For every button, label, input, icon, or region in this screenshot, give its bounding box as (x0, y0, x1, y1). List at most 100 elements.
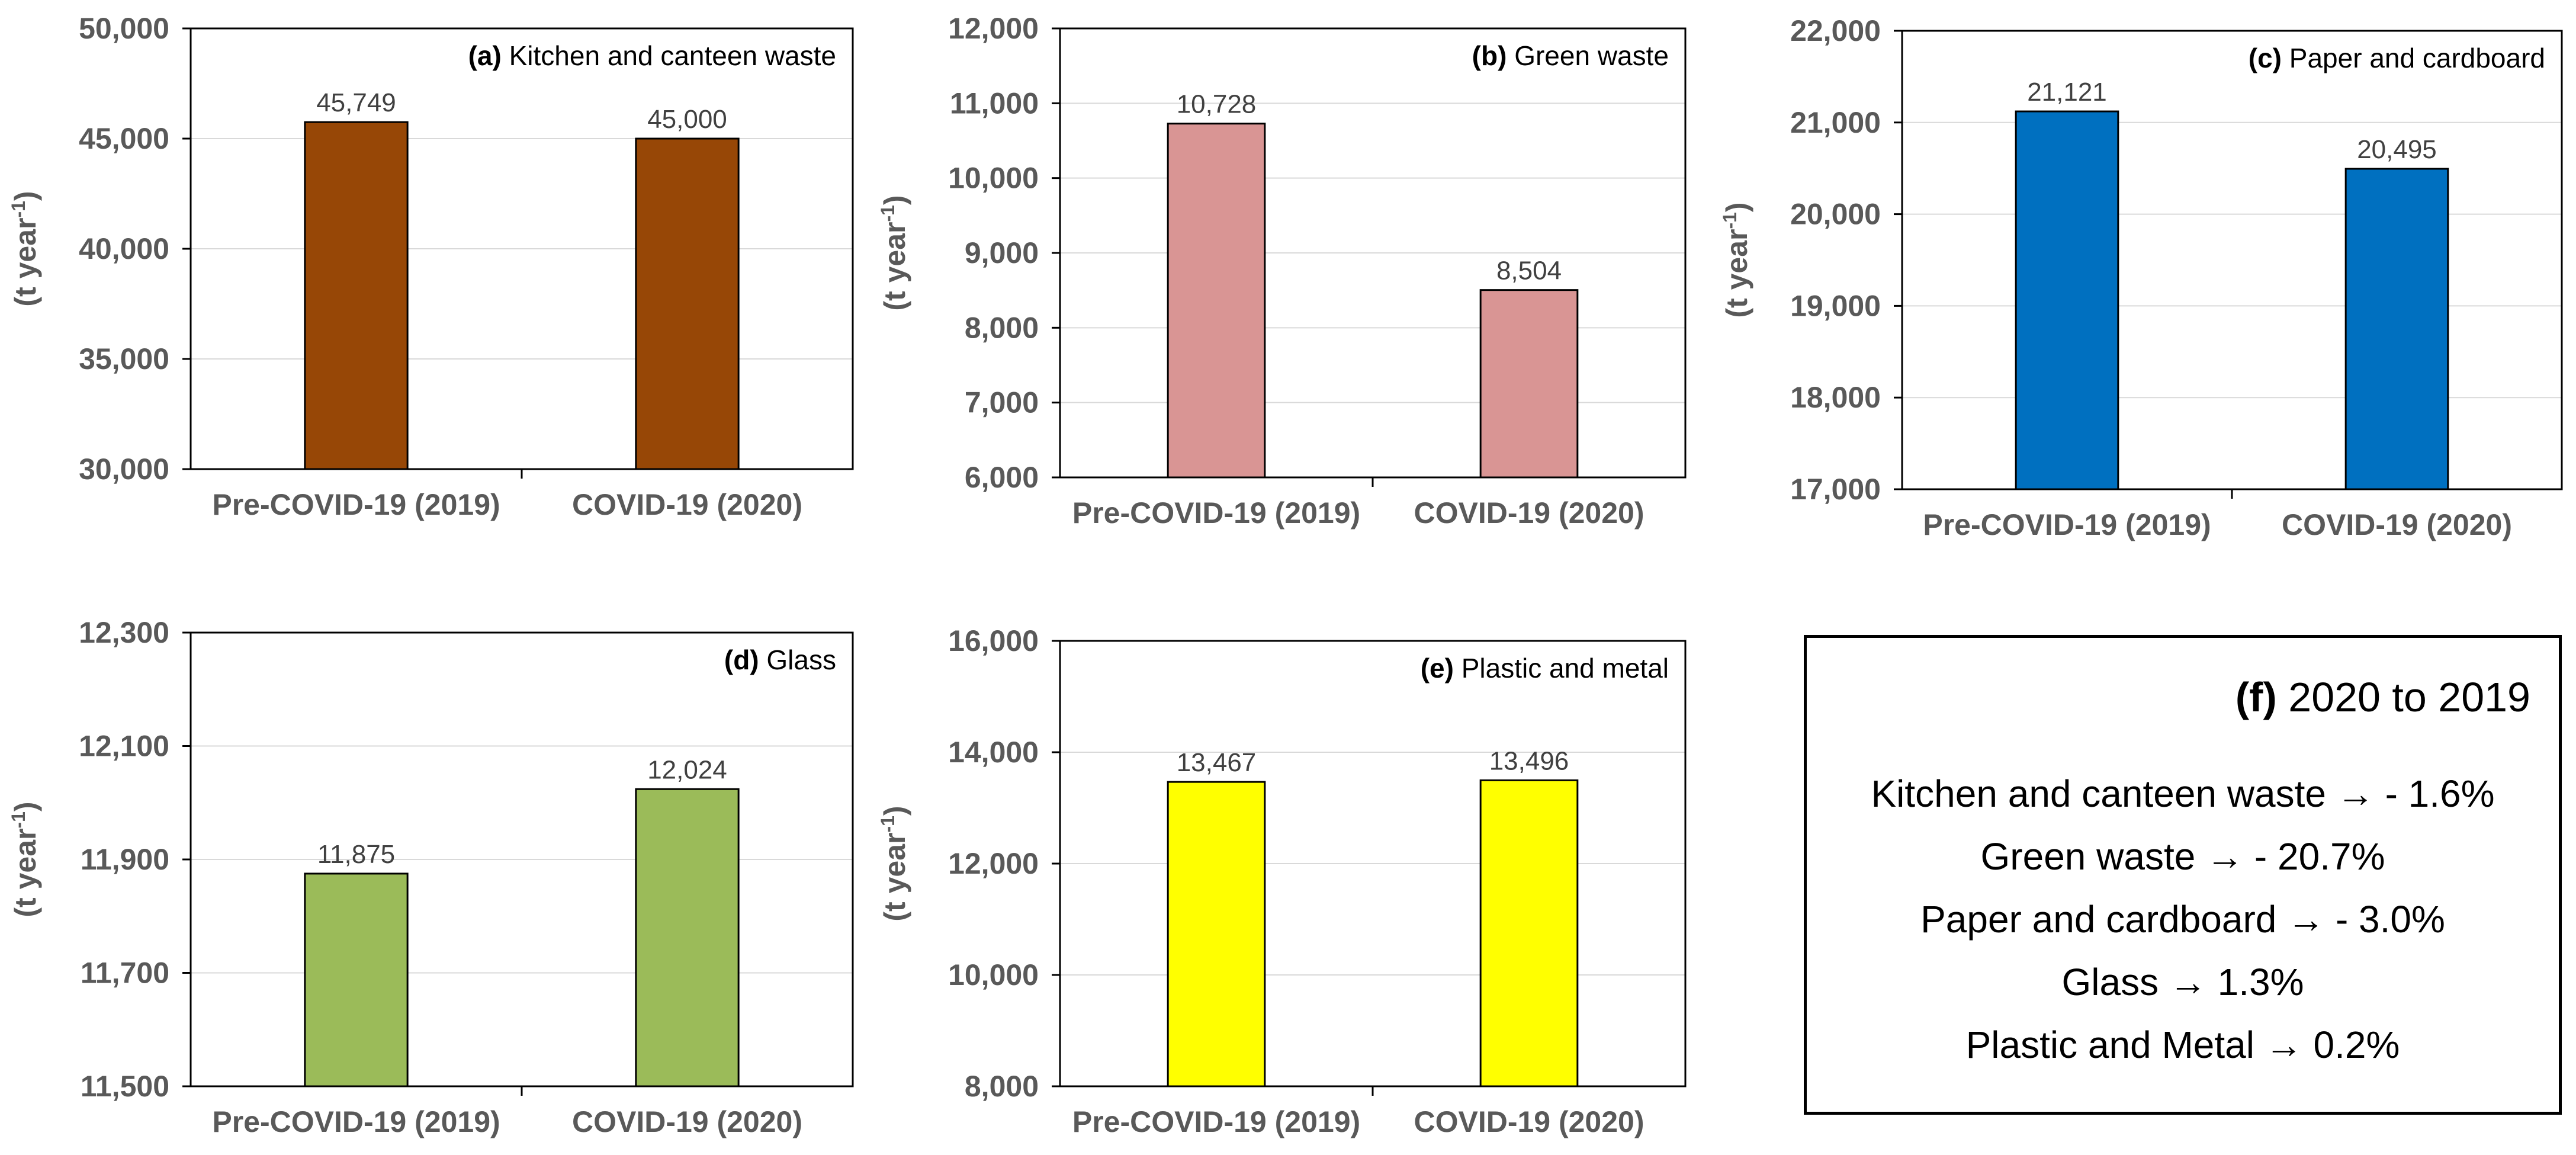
y-axis-label-part: (t year (1720, 229, 1753, 318)
bar-kitchen-2020 (635, 137, 740, 470)
y-tick-label: 17,000 (1790, 473, 1881, 506)
panel-tag: (d) (724, 644, 759, 675)
data-label: 45,000 (647, 105, 727, 134)
y-tick-label: 45,000 (79, 122, 169, 155)
chart-title: (a) Kitchen and canteen waste (468, 40, 836, 71)
x-tick-label: COVID-19 (2020) (572, 488, 802, 521)
y-tick-label: 11,000 (950, 86, 1039, 120)
chart-title: (b) Green waste (1472, 40, 1669, 71)
panel-tag: (c) (2249, 43, 2282, 73)
panel-title-text: Paper and cardboard (2282, 43, 2545, 73)
y-axis-label-part: ) (9, 191, 42, 201)
x-tick-label: COVID-19 (2020) (1414, 496, 1644, 530)
bar-kitchen-2019 (304, 121, 409, 470)
y-axis-label-part: (t year (9, 218, 42, 307)
bar-glass-2019 (304, 872, 409, 1087)
data-label: 13,467 (1177, 748, 1257, 777)
bar-plastic-2020 (1479, 779, 1579, 1087)
y-axis-label-part: -1 (8, 201, 29, 217)
summary-line-plastic: Plastic and Metal → 0.2% (1965, 1024, 2400, 1066)
y-axis-label-part: ) (878, 806, 911, 816)
data-label: 8,504 (1496, 256, 1562, 285)
y-tick-label: 6,000 (965, 461, 1039, 494)
summary-panel-tag: (f) (2235, 674, 2277, 720)
summary-line-green: Green waste → - 20.7% (1980, 835, 2385, 878)
y-tick-label: 8,000 (965, 311, 1039, 344)
data-label: 11,875 (317, 840, 395, 869)
panel-tag: (e) (1421, 653, 1454, 684)
chart-title: (c) Paper and cardboard (2249, 43, 2545, 73)
panel-tag: (b) (1472, 40, 1507, 71)
chart-paper: 17,000 18,000 19,000 20,000 21,000 22,000 21,1… (1719, 14, 2563, 541)
chart-glass: 11,500 11,700 11,900 12,100 12,300 11,875 Pre-… (8, 616, 854, 1138)
y-axis-label-part: (t year (878, 833, 911, 922)
bar-paper-2020 (2344, 168, 2449, 490)
summary-line-kitchen: Kitchen and canteen waste → - 1.6% (1871, 772, 2495, 815)
y-axis-label-part: -1 (877, 205, 898, 222)
chart-kitchen: 30,000 35,000 40,000 45,000 50,000 45,749 Pre-… (8, 12, 854, 521)
y-tick-label: 22,000 (1790, 14, 1881, 47)
y-tick-label: 10,000 (948, 958, 1039, 992)
x-tick-label: Pre-COVID-19 (2019) (1072, 1105, 1360, 1138)
y-tick-label: 16,000 (948, 624, 1039, 657)
x-tick-label: Pre-COVID-19 (2019) (1072, 496, 1360, 530)
chart-plastic: 8,000 10,000 12,000 14,000 16,000 13,467 Pre-C… (877, 624, 1687, 1138)
y-tick-label: 30,000 (79, 453, 169, 486)
summary-line-paper: Paper and cardboard → - 3.0% (1920, 898, 2445, 941)
summary-line-glass: Glass → 1.3% (2061, 961, 2304, 1003)
y-axis-label-part: -1 (1719, 212, 1740, 229)
chart-title: (e) Plastic and metal (1421, 653, 1669, 684)
chart-green: 6,000 7,000 8,000 9,000 10,000 11,000 12,000 10… (877, 12, 1687, 530)
y-tick-label: 12,000 (948, 12, 1039, 45)
summary-title: (f) 2020 to 2019 (2235, 673, 2530, 721)
panel-title-text: Glass (759, 644, 836, 675)
y-tick-label: 35,000 (79, 342, 169, 376)
panel-title-text: Plastic and metal (1454, 653, 1669, 684)
y-tick-label: 40,000 (79, 232, 169, 265)
y-tick-label: 9,000 (965, 236, 1039, 270)
data-label: 10,728 (1177, 90, 1257, 119)
y-axis-label: (t year-1) (8, 191, 42, 306)
y-tick-label: 20,000 (1790, 198, 1881, 231)
bar-glass-2020 (635, 788, 740, 1087)
chart-title: (d) Glass (724, 644, 836, 675)
y-axis-label-part: ) (9, 801, 42, 811)
y-tick-label: 12,100 (79, 730, 169, 763)
plot-frame (1901, 30, 2563, 490)
data-label: 12,024 (647, 755, 727, 784)
summary-title-text: 2020 to 2019 (2288, 674, 2530, 720)
data-label: 20,495 (2357, 135, 2437, 164)
panel-title-text: Kitchen and canteen waste (502, 40, 836, 71)
data-label: 13,496 (1489, 746, 1569, 775)
y-tick-label: 8,000 (965, 1070, 1039, 1103)
panel-tag: (a) (468, 40, 502, 71)
bar-green-2020 (1479, 289, 1579, 479)
y-axis-label: (t year-1) (8, 801, 42, 917)
y-axis-label-part: ) (1720, 202, 1753, 212)
x-tick-label: COVID-19 (2020) (1414, 1105, 1644, 1138)
y-axis-label-part: ) (878, 195, 911, 205)
y-tick-label: 7,000 (965, 386, 1039, 419)
y-tick-label: 19,000 (1790, 289, 1881, 322)
bar-green-2019 (1167, 123, 1266, 479)
x-tick-label: Pre-COVID-19 (2019) (212, 1105, 500, 1138)
y-tick-label: 10,000 (948, 162, 1039, 195)
bar-plastic-2019 (1167, 781, 1266, 1087)
y-tick-label: 21,000 (1790, 106, 1881, 139)
summary-box: (f) 2020 to 2019 Kitchen and canteen was… (1804, 635, 2562, 1115)
x-tick-label: COVID-19 (2020) (2282, 508, 2512, 541)
y-axis-label-part: (t year (9, 829, 42, 917)
data-label: 21,121 (2027, 78, 2107, 107)
y-axis-label-part: (t year (878, 222, 911, 311)
x-tick-label: Pre-COVID-19 (2019) (1923, 508, 2211, 541)
bar-paper-2019 (2015, 110, 2119, 490)
summary-list: Kitchen and canteen waste → - 1.6% Green… (1807, 762, 2559, 1076)
y-tick-label: 11,900 (81, 843, 169, 876)
x-tick-label: COVID-19 (2020) (572, 1105, 802, 1138)
panel-title-text: Green waste (1507, 40, 1669, 71)
y-tick-label: 11,500 (81, 1070, 169, 1103)
y-tick-label: 18,000 (1790, 381, 1881, 414)
y-tick-label: 50,000 (79, 12, 169, 45)
y-tick-label: 12,300 (79, 616, 169, 649)
